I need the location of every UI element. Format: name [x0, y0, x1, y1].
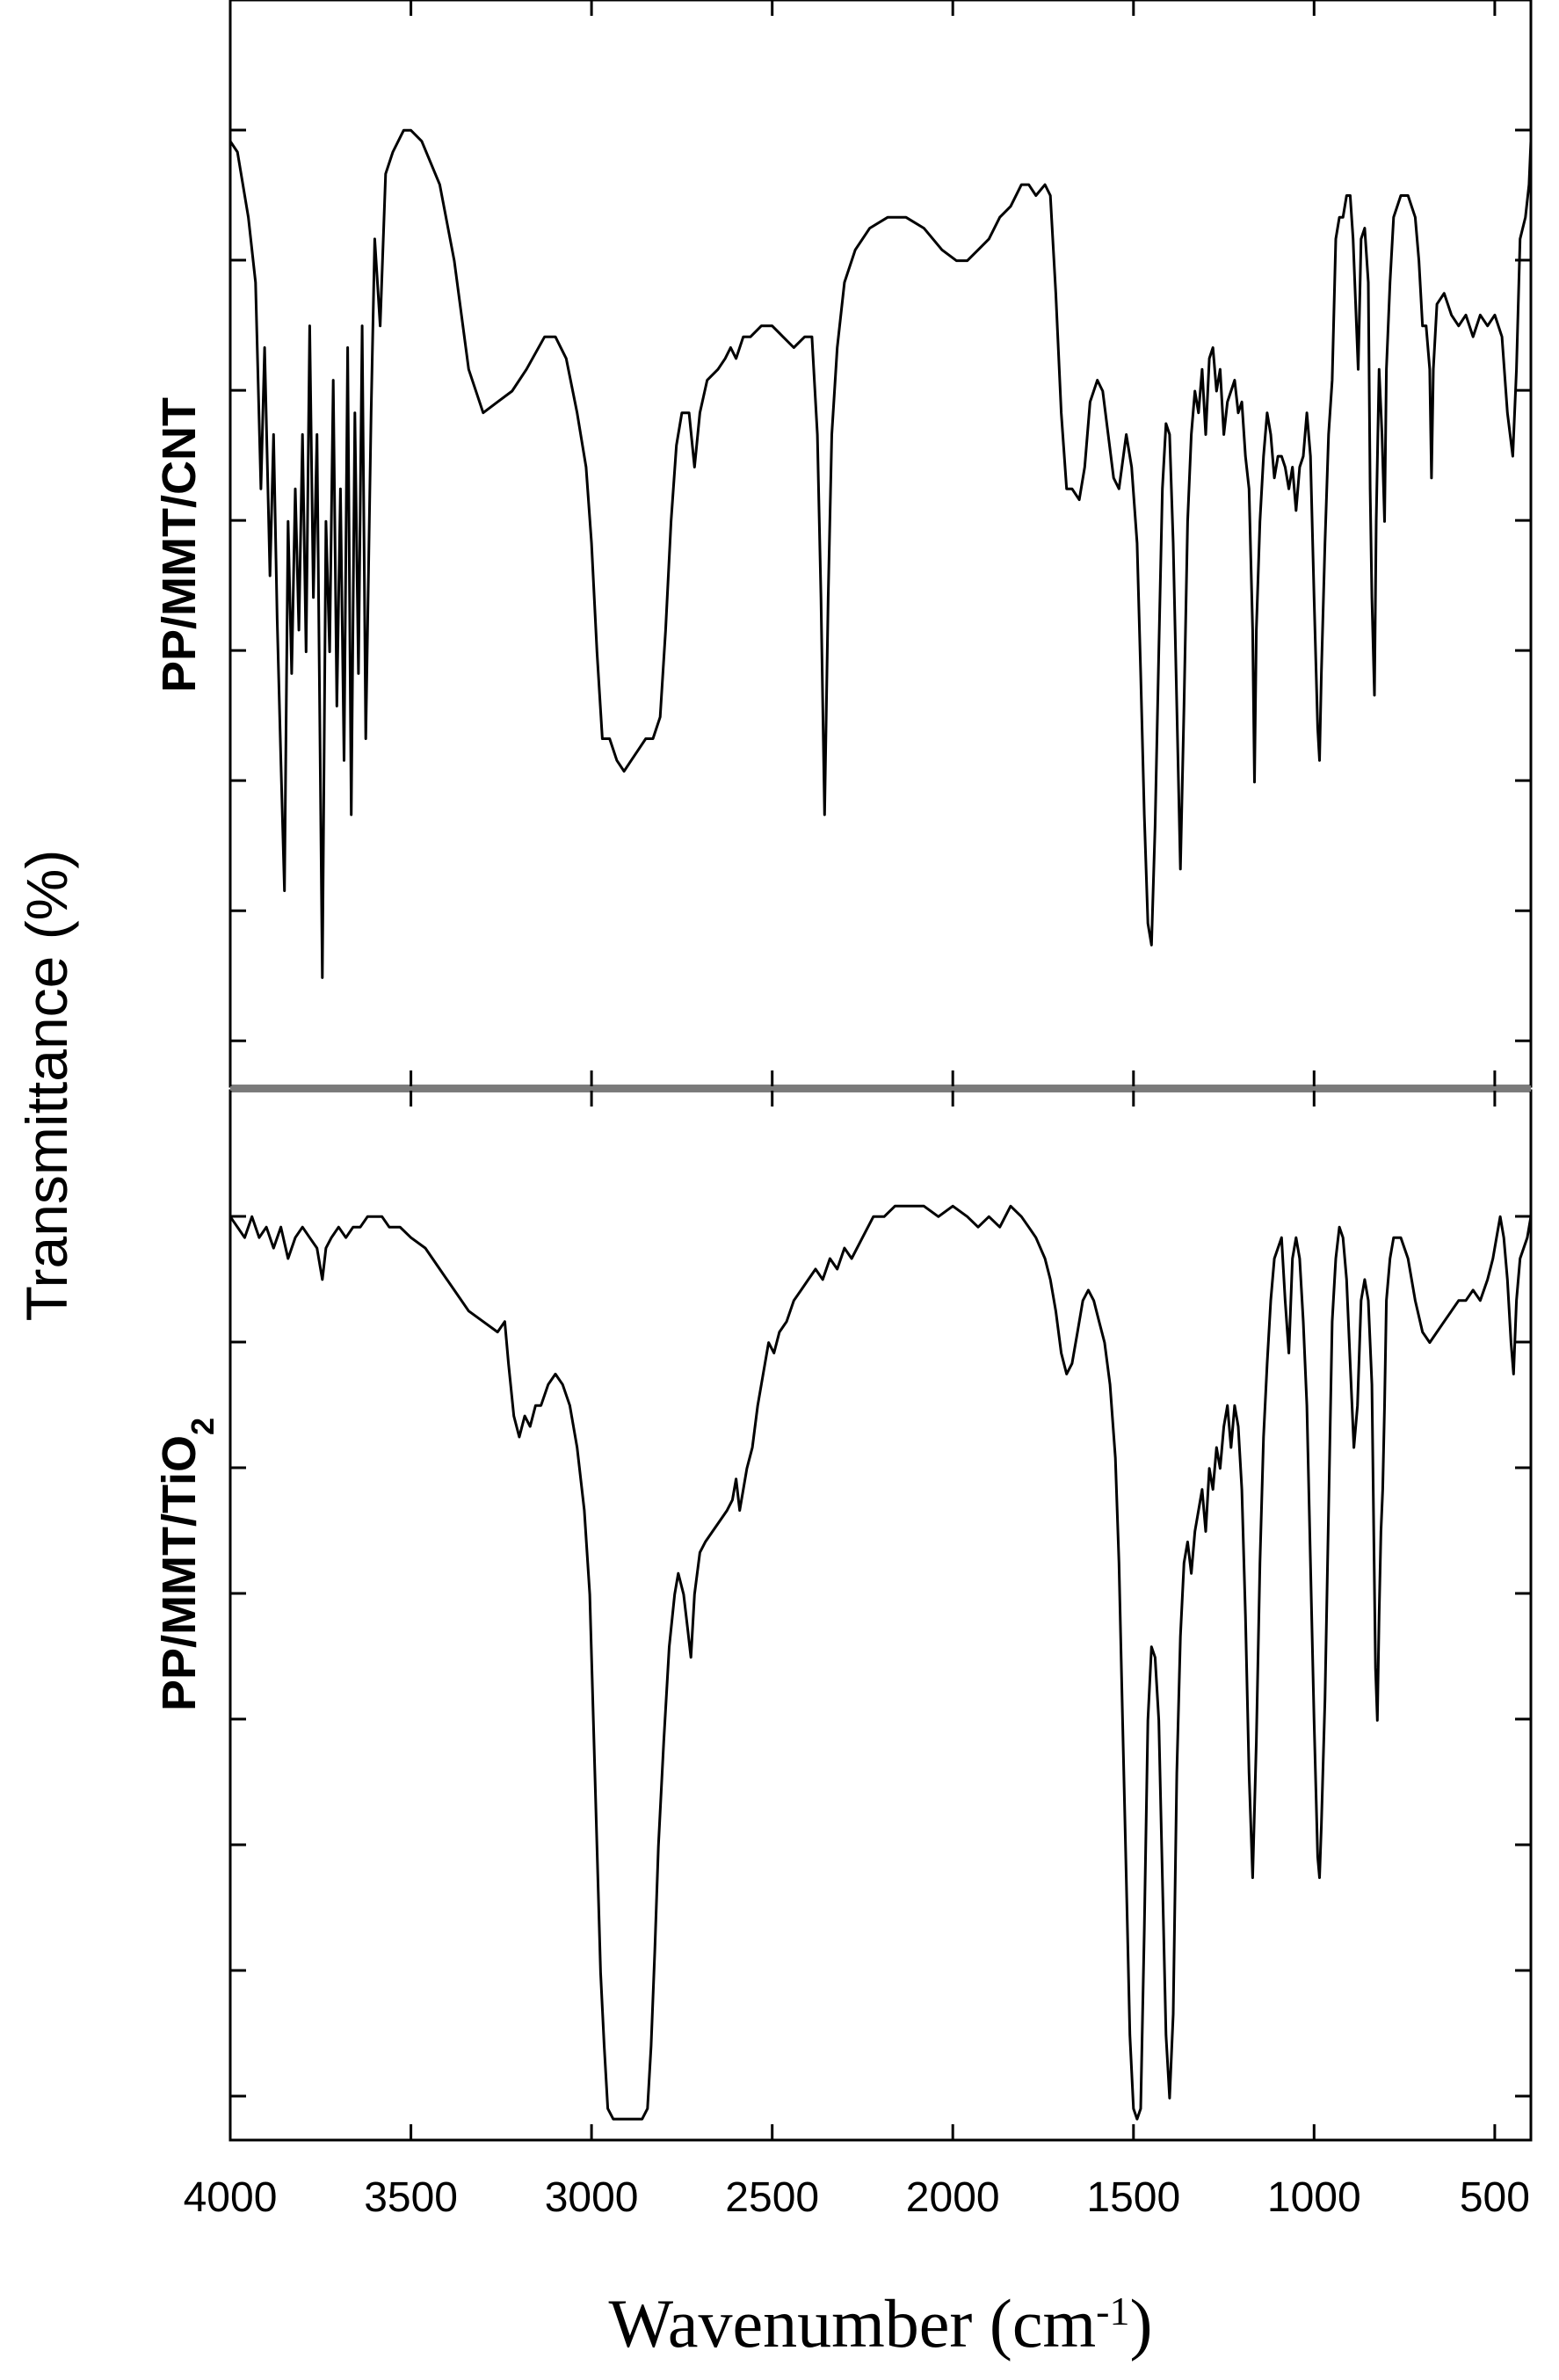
bottom-panel-ticks [230, 1215, 1531, 2098]
panel-label-pp-mmt-tio2-sub: 2 [185, 1418, 221, 1435]
top-panel-ticks [230, 128, 1531, 1042]
panel-divider [230, 1085, 1531, 1092]
series-line-pp-mmt-tio2 [228, 1204, 1533, 2121]
series-line-pp-mmt-cnt [228, 128, 1533, 979]
x-tick-label: 2000 [906, 2174, 1000, 2221]
x-axis-label-close: ) [1130, 2285, 1153, 2362]
x-axis-ticks: 4000 3500 3000 2500 2000 1500 1000 500 [184, 0, 1530, 2221]
x-tick-label: 3500 [364, 2174, 458, 2221]
x-axis-label: Wavenumber (cm-1) [609, 2285, 1153, 2362]
x-tick-label: 1500 [1086, 2174, 1180, 2221]
top-panel-frame [228, 0, 1533, 1088]
x-axis-label-sup: -1 [1096, 2289, 1129, 2333]
x-tick-label: 4000 [184, 2174, 278, 2221]
x-tick-label: 2500 [725, 2174, 819, 2221]
panel-label-pp-mmt-cnt: PP/MMT/CNT [153, 397, 206, 693]
panel-label-pp-mmt-tio2-main: PP/MMT/TiO [153, 1435, 206, 1711]
x-tick-label: 500 [1460, 2174, 1530, 2221]
x-tick-label: 1000 [1267, 2174, 1361, 2221]
x-axis-label-main: Wavenumber (cm [609, 2285, 1097, 2362]
panel-label-pp-mmt-tio2: PP/MMT/TiO2 [153, 1418, 221, 1711]
y-axis-label: Transmittance (%) [14, 850, 79, 1322]
x-tick-label: 3000 [545, 2174, 639, 2221]
